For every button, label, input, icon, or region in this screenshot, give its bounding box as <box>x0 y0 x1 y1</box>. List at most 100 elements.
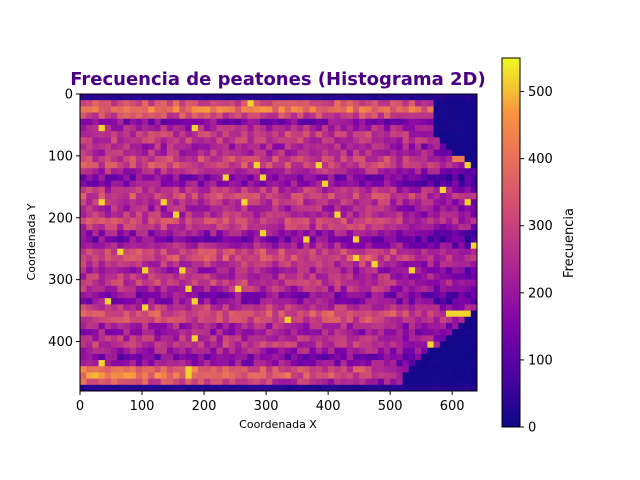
heatmap-cell <box>197 285 205 293</box>
heatmap-cell <box>259 261 267 268</box>
heatmap-cell <box>352 162 360 169</box>
heatmap-cell <box>303 162 310 169</box>
heatmap-cell <box>334 124 341 132</box>
heatmap-cell <box>445 155 453 163</box>
heatmap-cell <box>309 248 317 256</box>
heatmap-cell <box>92 366 100 373</box>
heatmap-cell <box>197 316 205 324</box>
heatmap-cell <box>154 285 162 293</box>
heatmap-cell <box>433 143 441 151</box>
heatmap-cell <box>427 205 434 212</box>
heatmap-cell <box>247 137 255 144</box>
heatmap-cell <box>315 285 323 293</box>
heatmap-cell <box>334 304 341 311</box>
heatmap-cell <box>197 384 205 392</box>
heatmap-cell <box>278 186 286 194</box>
heatmap-cell <box>123 298 131 305</box>
heatmap-cell <box>439 335 447 342</box>
heatmap-cell <box>340 193 348 200</box>
heatmap-cell <box>197 298 205 305</box>
heatmap-cell <box>433 378 441 386</box>
heatmap-cell <box>204 273 211 281</box>
heatmap-cell <box>191 137 199 144</box>
heatmap-cell <box>470 211 478 219</box>
heatmap-cell <box>80 211 87 219</box>
heatmap-cell <box>408 174 416 182</box>
heatmap-cell <box>92 360 100 367</box>
heatmap-cell <box>421 292 428 299</box>
heatmap-cell <box>80 112 87 120</box>
heatmap-cell <box>222 100 230 107</box>
heatmap-cell <box>346 106 354 113</box>
heatmap-cell <box>414 335 422 342</box>
heatmap-cell <box>303 193 310 200</box>
heatmap-cell <box>98 372 106 380</box>
heatmap-cell <box>154 131 162 138</box>
heatmap-cell <box>179 211 186 219</box>
heatmap-cell <box>204 155 211 163</box>
heatmap-cell <box>129 242 137 250</box>
heatmap-cell <box>154 155 162 163</box>
heatmap-cell <box>154 180 162 188</box>
heatmap-cell <box>278 205 286 212</box>
heatmap-cell <box>359 298 366 305</box>
heatmap-cell <box>210 174 217 182</box>
heatmap-cell <box>321 199 329 206</box>
heatmap-cell <box>222 230 230 237</box>
heatmap-cell <box>253 304 261 311</box>
heatmap-cell <box>328 273 335 281</box>
x-tick-label: 500 <box>378 399 403 414</box>
heatmap-cell <box>452 261 459 268</box>
heatmap-cell <box>135 230 143 237</box>
heatmap-cell <box>421 261 428 268</box>
colorbar-label: Frecuencia <box>562 208 577 278</box>
heatmap-cell <box>235 347 242 355</box>
heatmap-cell <box>166 335 174 342</box>
heatmap-cell <box>241 94 248 101</box>
heatmap-cell <box>80 230 87 237</box>
heatmap-cell <box>247 347 255 355</box>
heatmap-cell <box>154 236 162 243</box>
heatmap-cell <box>191 223 199 231</box>
heatmap-cell <box>166 137 174 144</box>
heatmap-cell <box>383 322 391 330</box>
heatmap-cell <box>135 94 143 101</box>
heatmap-cell <box>390 205 397 212</box>
heatmap-cell <box>247 384 255 392</box>
heatmap-cell <box>204 378 211 386</box>
heatmap-cell <box>371 285 379 293</box>
heatmap-cell <box>123 384 131 392</box>
heatmap-cell <box>334 94 341 101</box>
heatmap-cell <box>371 248 379 256</box>
heatmap-cell <box>414 316 422 324</box>
heatmap-cell <box>346 230 354 237</box>
heatmap-cell <box>204 180 211 188</box>
heatmap-cell <box>464 118 472 126</box>
heatmap-cell <box>414 372 422 380</box>
heatmap-cell <box>111 310 118 318</box>
heatmap-cell <box>160 174 168 182</box>
heatmap-cell <box>352 384 360 392</box>
heatmap-cell <box>272 205 279 212</box>
heatmap-cell <box>352 106 360 113</box>
heatmap-cell <box>439 316 447 324</box>
heatmap-cell <box>321 298 329 305</box>
heatmap-cell <box>458 199 465 206</box>
heatmap-cell <box>154 205 162 212</box>
heatmap-cell <box>309 366 317 373</box>
heatmap-cell <box>278 137 286 144</box>
heatmap-cell <box>458 230 465 237</box>
heatmap-cell <box>445 316 453 324</box>
heatmap-cell <box>142 285 149 293</box>
heatmap-cell <box>148 124 155 132</box>
heatmap-cell <box>266 248 273 256</box>
heatmap-cell <box>235 100 242 107</box>
heatmap-cell <box>86 322 93 330</box>
heatmap-cell <box>92 329 100 336</box>
heatmap-cell <box>452 322 459 330</box>
heatmap-cell <box>197 347 205 355</box>
heatmap-cell <box>284 131 292 138</box>
heatmap-cell <box>464 155 472 163</box>
heatmap-cell <box>235 131 242 138</box>
heatmap-cell <box>383 378 391 386</box>
